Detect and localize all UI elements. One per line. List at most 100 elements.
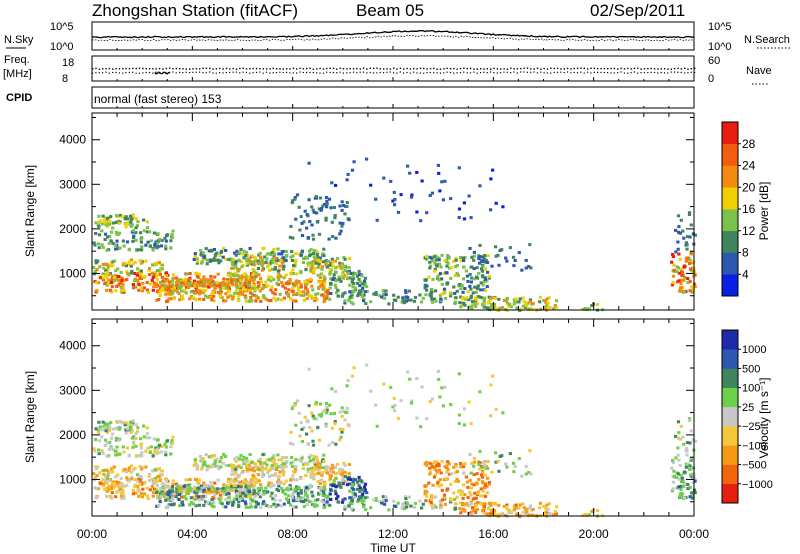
power-cell xyxy=(432,297,437,301)
power-cell xyxy=(295,292,299,295)
power-cell xyxy=(251,260,255,264)
power-cell xyxy=(164,239,168,243)
power-cell xyxy=(94,261,98,265)
velocity-cell xyxy=(446,467,450,471)
nave-point xyxy=(684,72,686,74)
velocity-cell xyxy=(132,440,136,444)
freq-point xyxy=(660,68,662,70)
velocity-cell xyxy=(149,445,153,449)
velocity-cell xyxy=(245,467,249,471)
power-cell xyxy=(227,272,231,275)
power-cell xyxy=(120,277,124,281)
power-cell xyxy=(121,263,125,267)
velocity-cell xyxy=(248,453,252,456)
velocity-cell xyxy=(555,505,559,509)
power-cell xyxy=(145,220,149,224)
power-cell xyxy=(114,220,118,224)
velocity-cell xyxy=(317,468,321,472)
nave-point xyxy=(506,71,508,73)
power-cell xyxy=(408,171,412,175)
nave-point xyxy=(503,71,505,73)
velocity-cell xyxy=(459,465,463,469)
power-cell xyxy=(430,288,434,292)
power-cell xyxy=(269,299,273,302)
velocity-cell xyxy=(436,462,440,466)
power-cell xyxy=(471,303,475,307)
power-cell xyxy=(283,286,287,290)
power-cell xyxy=(253,277,257,281)
velocity-cell xyxy=(130,429,134,433)
velocity-cell xyxy=(313,455,317,459)
power-cell xyxy=(685,247,689,251)
power-cell xyxy=(143,286,147,290)
power-cell xyxy=(252,263,256,267)
power-cell xyxy=(246,278,251,282)
power-cell xyxy=(515,300,519,304)
velocity-cell xyxy=(167,486,171,490)
velocity-cell xyxy=(459,511,463,515)
power-cell xyxy=(313,267,317,271)
nave-point xyxy=(560,71,562,73)
power-cell xyxy=(290,250,294,253)
velocity-cell xyxy=(125,483,129,487)
nave-point xyxy=(653,71,656,74)
velocity-cell xyxy=(167,493,171,496)
freq-unit-label: [MHz] xyxy=(3,68,32,80)
power-cell xyxy=(117,221,121,225)
power-cell xyxy=(114,230,118,234)
power-cell xyxy=(483,260,487,264)
freq-point xyxy=(473,68,475,70)
velocity-cell xyxy=(277,484,281,488)
nave-point xyxy=(158,72,161,74)
velocity-cell xyxy=(146,446,150,450)
velocity-cell xyxy=(461,503,465,507)
velocity-cell xyxy=(518,503,522,507)
velocity-cell xyxy=(222,452,226,456)
power-colorbar-tick-label: 8 xyxy=(742,246,749,260)
power-cell xyxy=(245,261,249,265)
power-cell xyxy=(129,224,133,228)
nave-point xyxy=(466,72,468,74)
power-cell xyxy=(123,261,127,265)
power-cell xyxy=(433,267,437,271)
velocity-cell xyxy=(299,459,303,463)
power-cell xyxy=(290,289,294,293)
power-cell xyxy=(176,279,180,283)
nave-point xyxy=(677,71,679,73)
power-cell xyxy=(104,223,108,227)
velocity-cell xyxy=(365,363,369,367)
power-cell xyxy=(106,278,111,282)
velocity-cell xyxy=(107,479,111,482)
velocity-cell xyxy=(98,425,102,429)
power-cell xyxy=(160,286,164,290)
power-cell xyxy=(482,299,486,303)
velocity-cell xyxy=(218,497,222,501)
freq-point xyxy=(162,68,164,70)
power-cell xyxy=(443,259,447,263)
power-cell xyxy=(100,243,104,247)
velocity-cell xyxy=(469,486,473,490)
velocity-cell xyxy=(437,464,441,468)
power-cell xyxy=(437,278,441,282)
velocity-cell xyxy=(144,449,148,453)
velocity-cell xyxy=(676,420,681,424)
velocity-cell xyxy=(316,479,320,483)
power-cell xyxy=(175,283,179,286)
velocity-cell xyxy=(248,503,253,507)
power-cell xyxy=(293,197,297,201)
power-cell xyxy=(340,224,344,228)
velocity-cell xyxy=(169,493,174,497)
power-cell xyxy=(308,277,312,281)
velocity-cell xyxy=(134,491,138,495)
power-cell xyxy=(291,272,295,275)
velocity-cell xyxy=(186,491,190,495)
velocity-cell xyxy=(309,459,313,463)
velocity-cell xyxy=(329,467,333,471)
power-cell xyxy=(329,292,333,295)
cpid-text: normal (fast stereo) 153 xyxy=(94,92,222,106)
power-cell xyxy=(436,276,440,280)
velocity-cell xyxy=(338,438,342,442)
velocity-cell xyxy=(236,497,240,501)
power-cell xyxy=(455,264,460,267)
power-cell xyxy=(326,291,330,295)
